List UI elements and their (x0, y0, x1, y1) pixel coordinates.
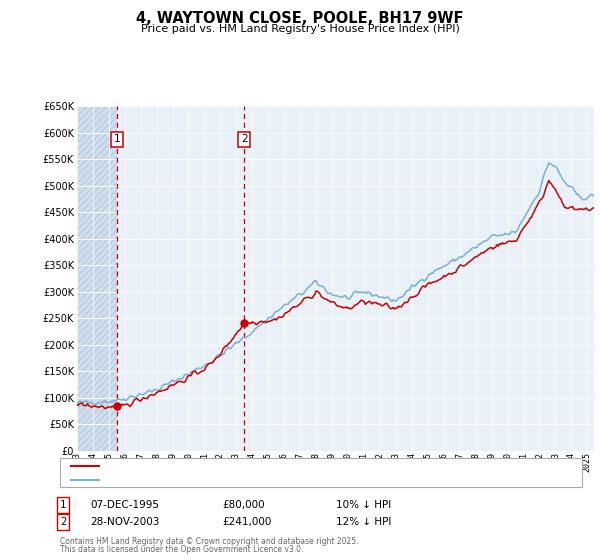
Text: 07-DEC-1995: 07-DEC-1995 (90, 500, 159, 510)
Text: 1: 1 (113, 134, 120, 144)
Text: 2: 2 (60, 517, 66, 527)
Text: 4, WAYTOWN CLOSE, POOLE, BH17 9WF (detached house): 4, WAYTOWN CLOSE, POOLE, BH17 9WF (detac… (105, 461, 380, 470)
Text: 12% ↓ HPI: 12% ↓ HPI (336, 517, 391, 527)
Text: 4, WAYTOWN CLOSE, POOLE, BH17 9WF: 4, WAYTOWN CLOSE, POOLE, BH17 9WF (136, 11, 464, 26)
Bar (77, 106, 116, 451)
Text: Contains HM Land Registry data © Crown copyright and database right 2025.: Contains HM Land Registry data © Crown c… (60, 537, 359, 546)
Text: 2: 2 (241, 134, 248, 144)
Text: £241,000: £241,000 (222, 517, 271, 527)
Text: £80,000: £80,000 (222, 500, 265, 510)
Text: HPI: Average price, detached house, Bournemouth Christchurch and Poole: HPI: Average price, detached house, Bour… (105, 475, 458, 484)
Text: 10% ↓ HPI: 10% ↓ HPI (336, 500, 391, 510)
Text: Price paid vs. HM Land Registry's House Price Index (HPI): Price paid vs. HM Land Registry's House … (140, 24, 460, 34)
Text: 1: 1 (60, 500, 66, 510)
Text: 28-NOV-2003: 28-NOV-2003 (90, 517, 160, 527)
Text: This data is licensed under the Open Government Licence v3.0.: This data is licensed under the Open Gov… (60, 545, 304, 554)
